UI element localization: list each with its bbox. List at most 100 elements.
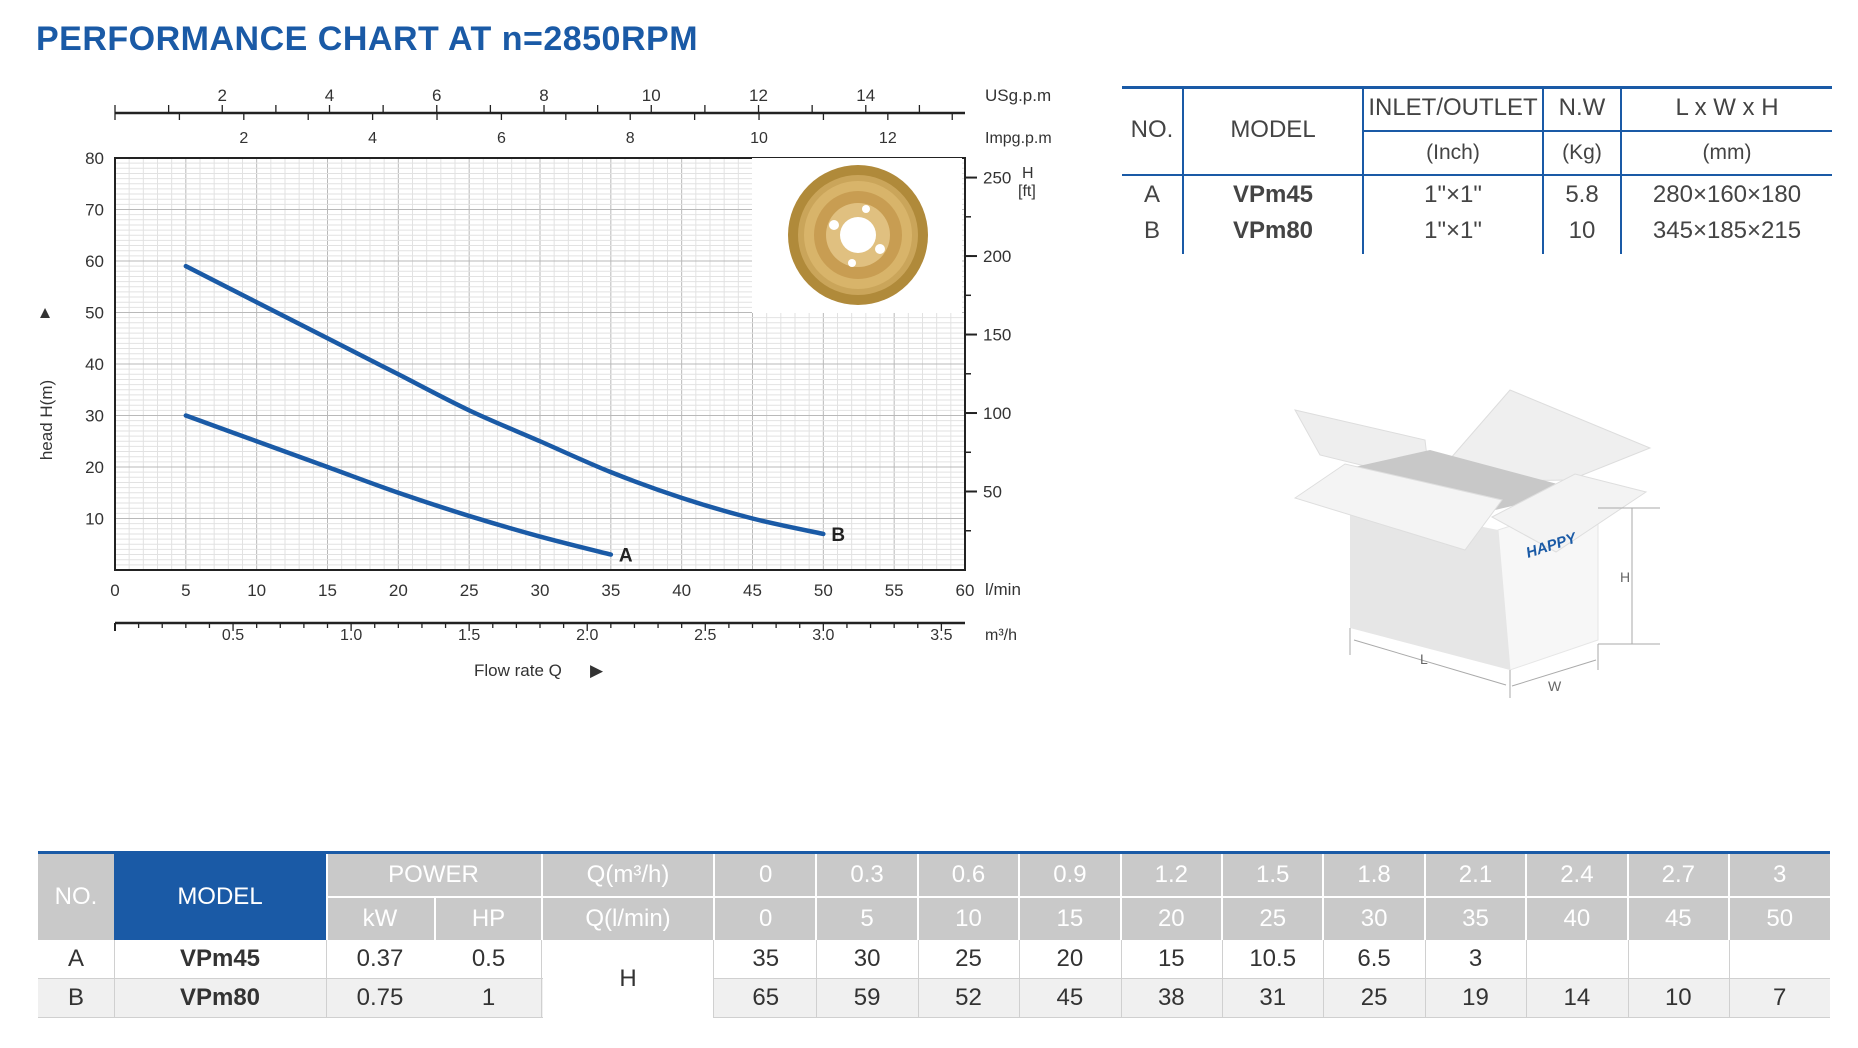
y-right-unit: [ft] — [1018, 183, 1036, 200]
perf-head-value-cell: 30 — [853, 945, 881, 972]
x-tick-m3h: 2.0 — [576, 627, 598, 644]
spec-header-inlet: INLET/OUTLET — [1368, 94, 1538, 121]
perf-q-m3h-cell: 1.8 — [1357, 861, 1391, 888]
perf-header-hp: HP — [471, 905, 506, 932]
y-tick-ft: 200 — [983, 247, 1011, 266]
perf-head-value-cell: 31 — [1259, 984, 1287, 1011]
spec-row-b-no: B — [1143, 217, 1160, 244]
x-tick-lmin: 0 — [110, 581, 119, 600]
perf-head-value-cell: 59 — [853, 984, 881, 1011]
x-tick-usgpm: 12 — [749, 86, 768, 105]
spec-row-b-nw: 10 — [1568, 217, 1596, 244]
perf-q-m3h-cell: 0 — [759, 861, 773, 888]
perf-row-b-hp: 1 — [481, 984, 496, 1011]
perf-header-no: NO. — [54, 883, 98, 910]
perf-head-value-cell: 15 — [1157, 945, 1185, 972]
x-tick-impgpm: 12 — [879, 130, 897, 147]
box-h-label: H — [1620, 569, 1630, 585]
x-tick-usgpm: 10 — [642, 86, 661, 105]
x-tick-lmin: 10 — [247, 581, 266, 600]
chart-ticks: 0 5 10 15 20 25 30 35 40 45 50 55 601020304050607080… — [85, 86, 1011, 644]
spec-header-nw: N.W — [1558, 94, 1606, 121]
perf-row-a-hp: 0.5 — [471, 945, 506, 972]
spec-row-a-nw: 5.8 — [1565, 181, 1599, 208]
y-tick-m: 10 — [85, 510, 104, 529]
x-tick-lmin: 25 — [460, 581, 479, 600]
page-title: PERFORMANCE CHART AT n=2850RPM — [36, 20, 699, 58]
x-tick-lmin: 30 — [531, 581, 550, 600]
perf-head-value-cell — [1526, 940, 1627, 978]
perf-header-q-m3h: Q(m³/h) — [586, 861, 670, 888]
perf-head-value-cell: 45 — [1056, 984, 1084, 1011]
perf-head-value-cell: 10.5 — [1249, 945, 1297, 972]
y-tick-m: 80 — [85, 149, 104, 168]
y-axis-arrow: ▲ — [37, 303, 54, 322]
perf-head-value-cell: 25 — [1360, 984, 1388, 1011]
spec-header-inlet-unit: (Inch) — [1426, 141, 1480, 164]
perf-header-power: POWER — [388, 861, 479, 888]
x-tick-lmin: 50 — [814, 581, 833, 600]
spec-row-b-dims: 345×185×215 — [1652, 217, 1802, 244]
x-tick-m3h: 3.0 — [812, 627, 834, 644]
y-tick-m: 40 — [85, 355, 104, 374]
perf-header-kw: kW — [362, 905, 398, 932]
x-tick-lmin: 55 — [885, 581, 904, 600]
perf-header-model: MODEL — [114, 854, 326, 940]
perf-q-lmin-cell: 10 — [955, 905, 982, 932]
perf-q-m3h-cell: 0.3 — [850, 861, 884, 888]
y-tick-ft: 150 — [983, 326, 1011, 345]
perf-q-lmin-cell: 45 — [1664, 905, 1692, 932]
spec-row-a-dims: 280×160×180 — [1652, 181, 1802, 208]
series-curve-b — [183, 263, 826, 537]
perf-q-lmin-cell: 0 — [759, 905, 773, 932]
y-tick-m: 60 — [85, 252, 104, 271]
perf-q-m3h-cell: 2.1 — [1458, 861, 1493, 888]
y-tick-ft: 50 — [983, 483, 1002, 502]
perf-head-value-cell — [1628, 940, 1729, 978]
spec-row-b-model: VPm80 — [1232, 217, 1314, 244]
perf-q-m3h-cell: 0.9 — [1053, 861, 1087, 888]
x-tick-lmin: 35 — [601, 581, 620, 600]
x-tick-usgpm: 4 — [325, 86, 334, 105]
spec-header-dims-unit: (mm) — [1702, 141, 1752, 164]
perf-q-m3h-cell: 2.7 — [1661, 861, 1695, 888]
x-tick-m3h: 3.5 — [930, 627, 952, 644]
perf-head-value-cell: 14 — [1563, 984, 1591, 1011]
y-tick-ft: 100 — [983, 404, 1011, 423]
perf-q-m3h-cell: 3 — [1773, 861, 1787, 888]
chart-series: AB — [183, 263, 845, 567]
perf-row-a-no: A — [67, 945, 84, 972]
perf-head-value-cell: 20 — [1056, 945, 1084, 972]
spec-row-a-inlet: 1"×1" — [1424, 181, 1482, 208]
series-curve-a — [183, 413, 614, 557]
spec-header-nw-unit: (Kg) — [1562, 141, 1602, 164]
series-label-b: B — [831, 525, 845, 546]
performance-table: MODEL NO. POWER kW HP Q(m³/h) Q(l/min) 0… — [38, 851, 1830, 1021]
perf-head-value-cell: 52 — [955, 984, 982, 1011]
perf-row-b-kw: 0.75 — [356, 984, 404, 1011]
perf-q-lmin-cell: 30 — [1360, 905, 1388, 932]
perf-head-value-cell: 25 — [955, 945, 982, 972]
perf-q-lmin-cell: 40 — [1563, 905, 1591, 932]
spec-row-a-model: VPm45 — [1232, 181, 1314, 208]
perf-head-value-cell: 3 — [1468, 945, 1483, 972]
perf-q-m3h-cell: 0.6 — [951, 861, 986, 888]
y-axis-label: head H(m) — [37, 380, 56, 460]
x-axis-label: Flow rate Q — [474, 661, 562, 680]
x-tick-impgpm: 2 — [239, 130, 248, 147]
x-tick-usgpm: 14 — [856, 86, 875, 105]
perf-q-lmin-cell: 50 — [1766, 905, 1794, 932]
perf-head-value-cell: 19 — [1462, 984, 1489, 1011]
spec-row-b-inlet: 1"×1" — [1424, 217, 1482, 244]
x-tick-impgpm: 8 — [626, 130, 635, 147]
x-tick-m3h: 0.5 — [222, 627, 244, 644]
y-tick-m: 20 — [85, 458, 104, 477]
x-unit-impgpm: Impg.p.m — [985, 130, 1052, 147]
perf-h-label: H — [543, 940, 713, 1018]
perf-head-value-cell: 6.5 — [1357, 945, 1391, 972]
perf-q-m3h-cell: 2.4 — [1560, 861, 1594, 888]
x-tick-usgpm: 8 — [539, 86, 548, 105]
perf-head-value-cell: 65 — [752, 984, 780, 1011]
impeller-image — [752, 158, 962, 313]
carton-box-illustration: HAPPY H L W — [1293, 389, 1660, 698]
